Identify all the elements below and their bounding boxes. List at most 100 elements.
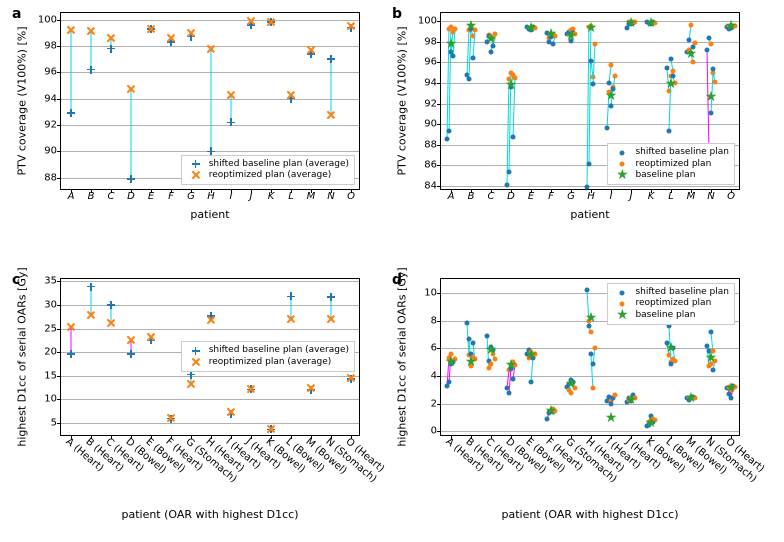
dot-marker xyxy=(451,54,456,59)
plus-marker xyxy=(87,283,95,291)
plus-marker xyxy=(127,350,135,358)
ytick-label: 100 xyxy=(38,14,57,25)
dot-marker xyxy=(584,184,589,189)
legend-swatch xyxy=(613,170,631,180)
dot-marker xyxy=(669,57,674,62)
xtick-label: O xyxy=(727,191,735,202)
xtick-label: C xyxy=(108,191,115,202)
star-marker xyxy=(665,342,677,354)
star-marker xyxy=(545,28,557,40)
legend-label: reoptimized plan xyxy=(635,298,711,309)
legend-swatch xyxy=(613,148,631,158)
dot-marker xyxy=(704,48,709,53)
dot-marker xyxy=(709,110,714,115)
star-marker xyxy=(645,417,657,429)
ytick-label: 8 xyxy=(431,315,437,326)
legend-label: baseline plan xyxy=(635,310,695,321)
cross-marker xyxy=(247,17,255,25)
plus-marker xyxy=(127,175,135,183)
cross-marker xyxy=(67,26,75,34)
legend-label: shifted baseline plan xyxy=(635,147,729,158)
xtick-label: H xyxy=(207,191,215,202)
cross-marker xyxy=(207,45,215,53)
plus-marker xyxy=(107,301,115,309)
ytick-label: 10 xyxy=(424,287,437,298)
legend-row: shifted baseline plan (average) xyxy=(187,159,349,170)
cross-marker xyxy=(107,319,115,327)
link-line xyxy=(331,60,332,115)
plot-d: 0246810A (Heart)B (Heart)C (Heart)D (Bow… xyxy=(440,278,740,436)
plot-a: 889092949698100ABCDEFGHIJKLMNOshifted ba… xyxy=(60,12,360,190)
dot-marker xyxy=(488,361,493,366)
dot-marker xyxy=(511,376,516,381)
cross-marker xyxy=(327,315,335,323)
dot-marker xyxy=(529,379,534,384)
star-marker xyxy=(625,17,637,29)
dot-marker xyxy=(511,135,516,140)
cross-marker xyxy=(127,336,135,344)
legend-row: reoptimized plan (average) xyxy=(187,170,349,181)
star-marker xyxy=(505,79,517,91)
dot-marker xyxy=(484,333,489,338)
xtick-label: H xyxy=(587,191,595,202)
cross-marker xyxy=(287,91,295,99)
legend-c: shifted baseline plan (average)reoptimiz… xyxy=(181,341,355,372)
gridline xyxy=(441,431,739,432)
cross-marker xyxy=(107,34,115,42)
legend-row: reoptimized plan xyxy=(613,159,729,170)
star-marker xyxy=(605,412,617,424)
ytick-mark xyxy=(57,72,61,73)
dot-marker xyxy=(466,76,471,81)
ytick-label: 20 xyxy=(44,347,57,358)
cross-marker xyxy=(247,385,255,393)
dot-marker xyxy=(664,65,669,70)
xtick-label: F xyxy=(548,191,554,202)
xtick-label: K xyxy=(648,191,655,202)
dot-marker xyxy=(471,340,476,345)
legend-label: reoptimized plan (average) xyxy=(209,170,332,181)
xtick-label: M xyxy=(687,191,696,202)
ytick-label: 88 xyxy=(424,139,437,150)
dot-marker xyxy=(706,35,711,40)
ytick-mark xyxy=(437,104,441,105)
link-line xyxy=(211,49,212,152)
dot-marker xyxy=(586,162,591,167)
ytick-mark xyxy=(57,151,61,152)
legend-row: shifted baseline plan xyxy=(613,147,729,158)
cross-marker xyxy=(207,316,215,324)
xtick-label: O xyxy=(347,191,355,202)
ytick-label: 92 xyxy=(424,98,437,109)
plus-marker xyxy=(87,66,95,74)
legend-row: shifted baseline plan xyxy=(613,287,729,298)
xtick-label: G xyxy=(567,191,575,202)
star-marker xyxy=(445,38,457,50)
xtick-label: I xyxy=(230,191,233,202)
ytick-label: 86 xyxy=(424,160,437,171)
star-marker xyxy=(605,90,617,102)
ytick-label: 10 xyxy=(44,394,57,405)
ytick-mark xyxy=(437,21,441,22)
plus-marker xyxy=(187,371,195,379)
gridline xyxy=(61,399,359,400)
ytick-mark xyxy=(437,376,441,377)
ytick-mark xyxy=(437,145,441,146)
star-marker xyxy=(565,378,577,390)
legend-label: baseline plan xyxy=(635,170,695,181)
legend-a: shifted baseline plan (average)reoptimiz… xyxy=(181,155,355,186)
dot-marker xyxy=(506,390,511,395)
ytick-label: 98 xyxy=(424,36,437,47)
ytick-mark xyxy=(57,305,61,306)
figure-container: 889092949698100ABCDEFGHIJKLMNOshifted ba… xyxy=(0,0,784,542)
xlabel-a: patient xyxy=(190,208,229,221)
star-marker xyxy=(485,344,497,356)
dot-marker xyxy=(613,393,618,398)
ytick-mark xyxy=(57,99,61,100)
star-marker xyxy=(725,382,737,394)
legend-swatch xyxy=(187,357,205,367)
ytick-label: 0 xyxy=(431,426,437,437)
dot-marker xyxy=(489,50,494,55)
dot-marker xyxy=(464,321,469,326)
dot-marker xyxy=(593,41,598,46)
cross-marker xyxy=(267,425,275,433)
cross-marker xyxy=(187,29,195,37)
